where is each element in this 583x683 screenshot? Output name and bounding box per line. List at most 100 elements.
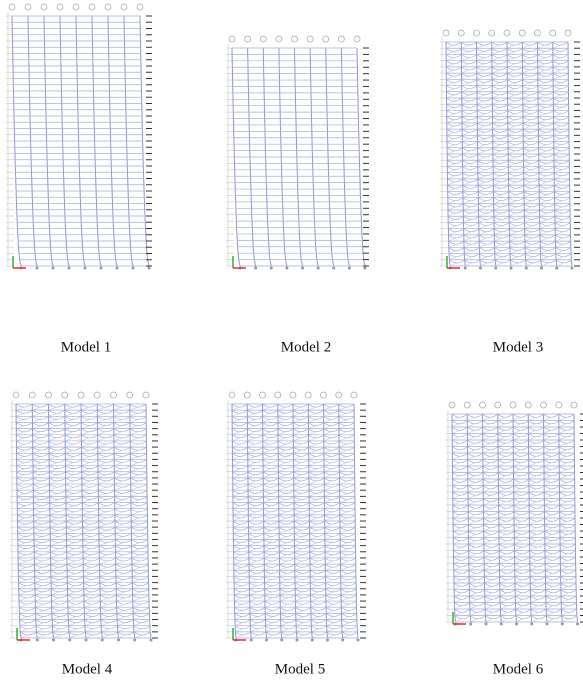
brace <box>339 466 354 469</box>
brace <box>514 547 522 550</box>
brace <box>528 414 543 417</box>
joint-label <box>489 30 495 36</box>
brace <box>325 521 340 524</box>
brace <box>477 104 492 107</box>
brace <box>545 573 553 576</box>
brace <box>478 188 486 191</box>
brace <box>248 435 263 438</box>
brace <box>523 101 531 104</box>
brace <box>544 505 559 508</box>
brace <box>50 509 66 512</box>
joint-label <box>336 392 342 398</box>
brace <box>50 515 66 518</box>
brace <box>529 447 544 450</box>
brace <box>99 564 115 567</box>
brace <box>561 570 576 573</box>
brace <box>449 232 456 235</box>
brace <box>248 506 256 509</box>
brace <box>310 549 318 552</box>
brace <box>539 201 547 204</box>
support <box>571 267 574 270</box>
brace <box>523 142 538 145</box>
brace <box>554 154 569 157</box>
brace <box>514 518 529 521</box>
brace <box>463 216 478 219</box>
brace <box>97 422 113 425</box>
brace <box>493 120 501 123</box>
brace <box>65 438 73 441</box>
joint-label <box>464 402 470 408</box>
brace <box>508 145 516 148</box>
brace <box>16 426 24 429</box>
brace <box>544 424 552 427</box>
brace <box>132 552 148 555</box>
brace <box>325 509 340 512</box>
brace <box>310 543 318 546</box>
brace <box>446 70 454 73</box>
brace <box>116 567 124 570</box>
brace <box>98 450 106 453</box>
brace <box>448 213 456 216</box>
brace <box>249 543 257 546</box>
brace <box>492 98 507 101</box>
brace <box>131 527 147 530</box>
brace <box>52 598 60 601</box>
brace <box>339 407 347 410</box>
brace <box>310 583 325 586</box>
brace <box>529 492 544 495</box>
brace <box>280 598 287 601</box>
brace <box>341 567 349 570</box>
brace <box>507 79 522 82</box>
brace <box>324 481 332 484</box>
brace <box>554 179 569 182</box>
brace <box>49 453 65 456</box>
brace <box>340 487 348 490</box>
brace <box>446 51 454 54</box>
brace <box>235 632 250 635</box>
brace <box>67 580 75 583</box>
brace <box>498 486 513 489</box>
brace <box>65 459 81 462</box>
brace <box>483 417 491 420</box>
brace <box>446 79 461 82</box>
joint-label <box>89 4 95 10</box>
brace <box>130 407 138 410</box>
brace <box>483 495 491 498</box>
brace <box>66 475 74 478</box>
brace <box>452 443 460 446</box>
brace <box>324 469 332 472</box>
brace <box>555 204 570 207</box>
brace <box>50 521 66 524</box>
brace <box>114 413 122 416</box>
brace <box>495 254 510 257</box>
brace <box>327 632 342 635</box>
brace <box>248 493 256 496</box>
brace <box>538 123 553 126</box>
brace <box>265 607 280 610</box>
brace <box>233 481 241 484</box>
brace <box>234 583 249 586</box>
brace <box>98 499 106 502</box>
brace <box>84 601 100 604</box>
brace <box>468 479 483 482</box>
brace <box>463 173 478 176</box>
brace <box>67 576 83 579</box>
brace <box>540 244 547 247</box>
support <box>357 639 360 642</box>
brace <box>310 539 325 542</box>
brace <box>54 635 61 638</box>
brace <box>114 422 130 425</box>
brace <box>101 616 109 619</box>
brace <box>463 213 471 216</box>
brace <box>340 503 355 506</box>
brace <box>544 476 552 479</box>
brace <box>461 67 476 70</box>
brace <box>341 601 356 604</box>
brace <box>559 476 567 479</box>
brace <box>529 502 537 505</box>
brace <box>279 506 287 509</box>
brace <box>16 407 24 410</box>
brace <box>524 188 532 191</box>
brace <box>133 613 149 616</box>
brace <box>251 629 258 632</box>
